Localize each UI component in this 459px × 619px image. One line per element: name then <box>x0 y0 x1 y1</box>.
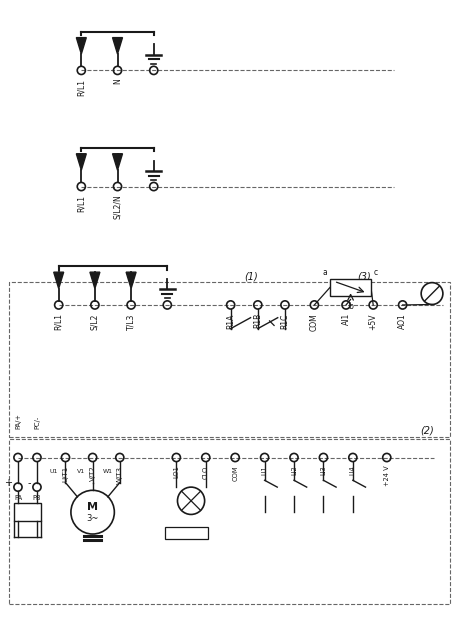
Text: +: + <box>4 478 11 488</box>
Text: (3): (3) <box>357 272 371 282</box>
Text: +24 V: +24 V <box>384 465 390 487</box>
Text: T/L3: T/L3 <box>127 313 135 329</box>
Text: M: M <box>87 502 98 512</box>
Polygon shape <box>112 38 123 54</box>
Text: R1B: R1B <box>253 313 262 329</box>
Text: a: a <box>323 268 327 277</box>
Polygon shape <box>54 272 64 288</box>
Text: V1: V1 <box>77 469 85 474</box>
Text: R/L1: R/L1 <box>77 79 86 95</box>
Text: COM: COM <box>232 465 238 481</box>
Text: R/L1: R/L1 <box>77 195 86 212</box>
Text: PB: PB <box>33 495 41 501</box>
Bar <box>330 279 371 296</box>
Text: c: c <box>374 268 378 277</box>
Text: AO1: AO1 <box>398 313 407 329</box>
Bar <box>165 527 208 540</box>
Text: LO1: LO1 <box>174 465 179 478</box>
Text: 3~: 3~ <box>86 514 99 523</box>
Text: CLO: CLO <box>203 465 209 479</box>
Text: R/L1: R/L1 <box>54 313 63 330</box>
Text: W/T3: W/T3 <box>117 465 123 483</box>
Text: b: b <box>348 302 353 311</box>
Text: U/T1: U/T1 <box>62 465 68 482</box>
Text: (1): (1) <box>244 272 258 282</box>
Text: S/L2: S/L2 <box>90 313 100 329</box>
Bar <box>9 282 450 437</box>
Text: PA/+: PA/+ <box>15 413 21 430</box>
Text: S/L2/N: S/L2/N <box>113 195 122 220</box>
Text: LI4: LI4 <box>350 465 356 475</box>
Text: -: - <box>27 478 31 488</box>
Text: LI3: LI3 <box>320 465 326 475</box>
Text: PC/-: PC/- <box>34 416 40 430</box>
Bar <box>9 439 450 604</box>
Text: U1: U1 <box>50 469 58 474</box>
Polygon shape <box>90 272 100 288</box>
Text: +5V: +5V <box>369 313 378 330</box>
Text: N: N <box>113 79 122 84</box>
Text: COM: COM <box>310 313 319 331</box>
Polygon shape <box>112 154 123 170</box>
Text: V/T2: V/T2 <box>90 465 95 482</box>
Text: (2): (2) <box>420 425 434 435</box>
Text: R1A: R1A <box>226 313 235 329</box>
Polygon shape <box>76 154 86 170</box>
Text: W1: W1 <box>102 469 112 474</box>
Polygon shape <box>126 272 136 288</box>
Bar <box>14 503 40 521</box>
Polygon shape <box>76 38 86 54</box>
Text: R1C: R1C <box>280 313 290 329</box>
Text: AI1: AI1 <box>341 313 351 326</box>
Text: LI1: LI1 <box>262 465 268 475</box>
Text: PA: PA <box>14 495 22 501</box>
Text: LI2: LI2 <box>291 465 297 475</box>
